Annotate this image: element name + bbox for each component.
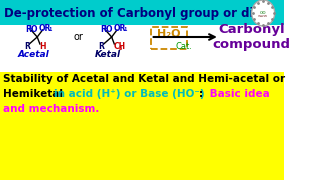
Text: oo: oo	[260, 10, 267, 15]
Text: R: R	[100, 24, 106, 33]
FancyBboxPatch shape	[0, 25, 284, 72]
Text: CH: CH	[113, 42, 125, 51]
FancyBboxPatch shape	[0, 0, 284, 25]
Text: www: www	[258, 14, 268, 18]
Text: R: R	[26, 24, 32, 33]
Text: O: O	[31, 24, 37, 33]
Circle shape	[252, 0, 275, 26]
Text: Cat.: Cat.	[176, 42, 193, 51]
Text: 1: 1	[123, 26, 126, 31]
Text: Carbonyl
compound: Carbonyl compound	[213, 23, 291, 51]
Text: 1: 1	[49, 26, 52, 31]
Text: or: or	[73, 32, 83, 42]
Text: O: O	[106, 24, 112, 33]
Text: R: R	[24, 42, 30, 51]
Text: 1: 1	[103, 24, 107, 30]
Text: 1: 1	[29, 24, 32, 30]
Text: Stability of Acetal and Ketal and Hemi-acetal or: Stability of Acetal and Ketal and Hemi-a…	[3, 74, 285, 84]
Text: Hemiketal: Hemiketal	[3, 89, 66, 99]
Text: :: :	[199, 89, 204, 99]
Text: H: H	[39, 42, 45, 51]
Text: in acid (H⁺) or Base (HO⁻): in acid (H⁺) or Base (HO⁻)	[54, 89, 205, 99]
Text: R: R	[98, 42, 104, 51]
Text: Basic idea: Basic idea	[205, 89, 269, 99]
Text: Acetal: Acetal	[18, 50, 50, 59]
FancyBboxPatch shape	[151, 26, 188, 48]
Text: De-protection of Carbonyl group or diol:: De-protection of Carbonyl group or diol:	[4, 6, 270, 19]
Text: H₂O: H₂O	[157, 29, 181, 39]
Text: OR: OR	[39, 24, 52, 33]
Text: OR: OR	[113, 24, 126, 33]
Text: and mechanism.: and mechanism.	[3, 104, 99, 114]
FancyBboxPatch shape	[0, 72, 284, 180]
Text: Ketal: Ketal	[95, 50, 121, 59]
Text: 3: 3	[119, 46, 123, 51]
